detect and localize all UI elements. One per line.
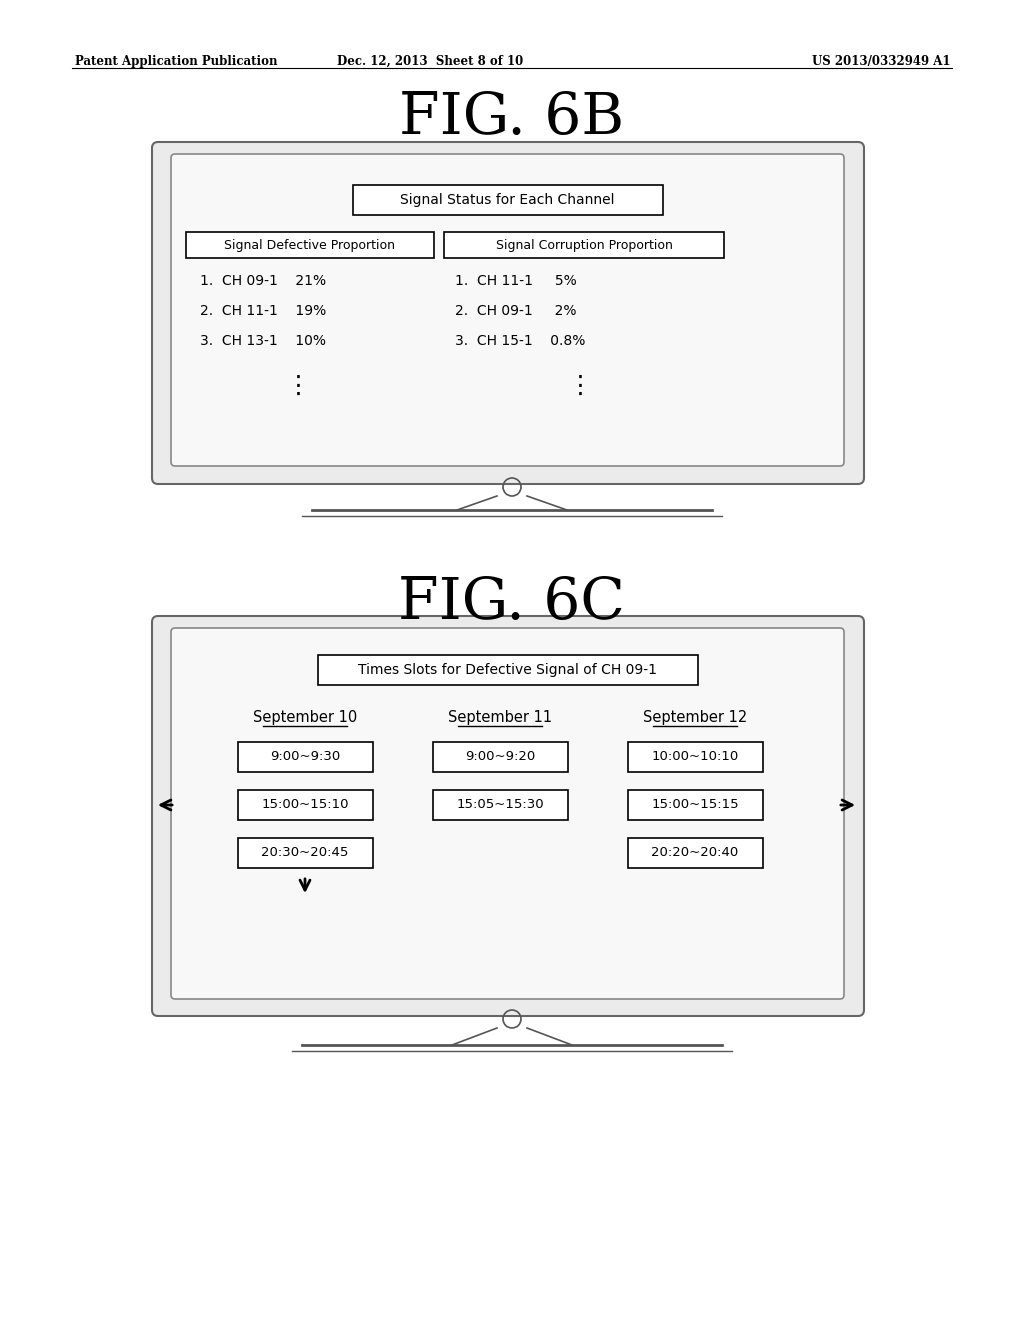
Text: ⋮: ⋮	[286, 374, 310, 399]
Text: 3.  CH 15-1    0.8%: 3. CH 15-1 0.8%	[455, 334, 586, 348]
Text: 9:00~9:20: 9:00~9:20	[465, 751, 536, 763]
Text: 10:00~10:10: 10:00~10:10	[651, 751, 738, 763]
FancyBboxPatch shape	[352, 185, 663, 215]
FancyBboxPatch shape	[432, 742, 567, 772]
Text: Dec. 12, 2013  Sheet 8 of 10: Dec. 12, 2013 Sheet 8 of 10	[337, 55, 523, 69]
Text: 15:05~15:30: 15:05~15:30	[456, 799, 544, 812]
Text: Patent Application Publication: Patent Application Publication	[75, 55, 278, 69]
Text: 1.  CH 09-1    21%: 1. CH 09-1 21%	[200, 275, 326, 288]
Text: September 12: September 12	[643, 710, 748, 725]
Text: 15:00~15:15: 15:00~15:15	[651, 799, 738, 812]
FancyBboxPatch shape	[628, 789, 763, 820]
Text: 20:30~20:45: 20:30~20:45	[261, 846, 349, 859]
FancyBboxPatch shape	[628, 838, 763, 869]
Text: 20:20~20:40: 20:20~20:40	[651, 846, 738, 859]
FancyBboxPatch shape	[444, 232, 724, 257]
Text: Signal Defective Proportion: Signal Defective Proportion	[224, 239, 395, 252]
FancyBboxPatch shape	[317, 655, 697, 685]
Text: 1.  CH 11-1     5%: 1. CH 11-1 5%	[455, 275, 577, 288]
Text: 15:00~15:10: 15:00~15:10	[261, 799, 349, 812]
FancyBboxPatch shape	[152, 616, 864, 1016]
Text: September 10: September 10	[253, 710, 357, 725]
Text: 2.  CH 09-1     2%: 2. CH 09-1 2%	[455, 304, 577, 318]
FancyBboxPatch shape	[238, 838, 373, 869]
Text: 9:00~9:30: 9:00~9:30	[270, 751, 340, 763]
FancyBboxPatch shape	[628, 742, 763, 772]
Text: Signal Corruption Proportion: Signal Corruption Proportion	[496, 239, 673, 252]
FancyBboxPatch shape	[238, 742, 373, 772]
Text: US 2013/0332949 A1: US 2013/0332949 A1	[811, 55, 950, 69]
FancyBboxPatch shape	[171, 154, 844, 466]
Text: 2.  CH 11-1    19%: 2. CH 11-1 19%	[200, 304, 327, 318]
Text: Signal Status for Each Channel: Signal Status for Each Channel	[400, 193, 614, 207]
Text: ⋮: ⋮	[567, 374, 593, 399]
Text: 3.  CH 13-1    10%: 3. CH 13-1 10%	[200, 334, 326, 348]
Text: FIG. 6B: FIG. 6B	[399, 90, 625, 147]
Text: FIG. 6C: FIG. 6C	[398, 576, 626, 631]
FancyBboxPatch shape	[152, 143, 864, 484]
FancyBboxPatch shape	[171, 628, 844, 999]
FancyBboxPatch shape	[432, 789, 567, 820]
Text: September 11: September 11	[447, 710, 552, 725]
Text: Times Slots for Defective Signal of CH 09-1: Times Slots for Defective Signal of CH 0…	[358, 663, 657, 677]
FancyBboxPatch shape	[238, 789, 373, 820]
FancyBboxPatch shape	[186, 232, 434, 257]
